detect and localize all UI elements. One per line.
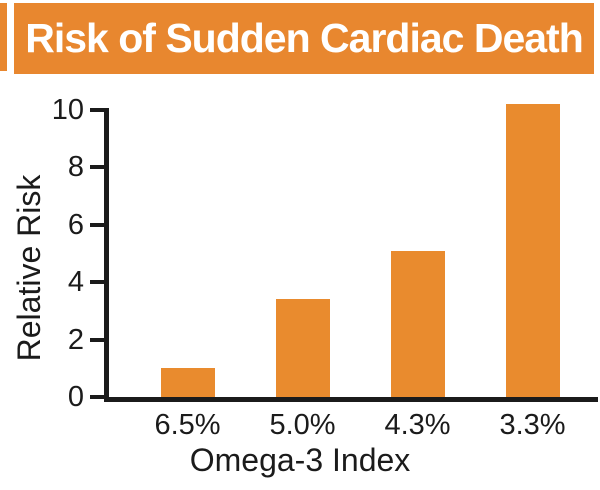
y-tick: [90, 280, 106, 285]
y-tick-label: 8: [67, 151, 84, 184]
bar: [275, 299, 330, 397]
y-tick-label: 2: [67, 323, 84, 356]
x-axis-title: Omega-3 Index: [189, 442, 411, 478]
y-tick: [90, 165, 106, 170]
y-tick: [90, 337, 106, 342]
y-tick-label: 4: [67, 266, 84, 299]
y-tick: [90, 395, 106, 399]
bar: [390, 250, 445, 397]
x-tick-label: 6.5%: [154, 409, 221, 441]
y-tick: [90, 108, 106, 112]
y-tick-label: 0: [67, 381, 84, 413]
bar: [160, 368, 215, 397]
x-tick-label: 4.3%: [384, 409, 451, 441]
y-tick-label: 10: [51, 94, 84, 126]
chart-title: Risk of Sudden Cardiac Death: [25, 15, 584, 61]
bar: [505, 104, 560, 397]
title-banner: Risk of Sudden Cardiac Death: [14, 3, 594, 74]
x-tick-label: 3.3%: [499, 409, 566, 441]
x-tick-label: 5.0%: [269, 409, 336, 441]
left-accent-strip: [0, 3, 7, 71]
y-axis-line: [104, 108, 109, 402]
y-tick-label: 6: [67, 208, 84, 241]
x-axis-line: [104, 397, 598, 402]
y-tick: [90, 222, 106, 227]
